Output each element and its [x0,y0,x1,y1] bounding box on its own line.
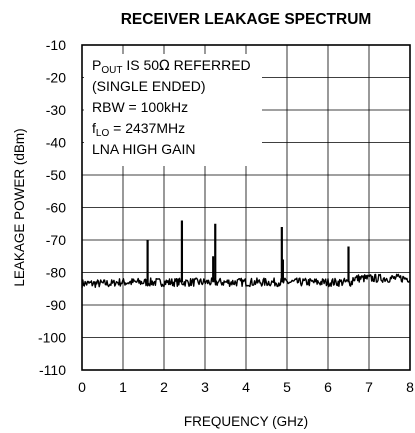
y-tick-label: -40 [46,135,66,151]
x-tick-label: 6 [324,379,332,395]
ann-flo-f: f [92,120,96,136]
y-tick-label: -80 [46,265,66,281]
spurs [146,220,350,283]
x-tick-label: 7 [365,379,373,395]
annotation-box [84,54,262,166]
annotation-line-2: (SINGLE ENDED) [92,78,206,94]
x-tick-label: 0 [78,379,86,395]
x-tick-label: 5 [283,379,291,395]
y-tick-label: -100 [38,330,66,346]
ann-pout-rest: IS 50 [122,57,159,73]
y-tick-label: -90 [46,297,66,313]
y-tick-label: -30 [46,102,66,118]
x-tick-label: 8 [406,379,414,395]
x-tick-label: 3 [201,379,209,395]
x-tick-labels: 0 1 2 3 4 5 6 7 8 [78,379,414,395]
annotation-text: POUT IS 50Ω REFERRED (SINGLE ENDED) RBW … [92,57,251,157]
ann-pout-p: P [92,57,101,73]
ann-flo-rest: = 2437MHz [109,120,185,136]
plot-border [81,44,411,371]
y-tick-labels: -10 -20 -30 -40 -50 -60 -70 -80 -90 -100 -110 [38,37,66,378]
y-tick-label: -60 [46,200,66,216]
ann-flo-sub: LO [96,128,110,139]
x-tick-label: 2 [160,379,168,395]
annotation-line-1: POUT IS 50Ω REFERRED [92,57,251,76]
ann-pout-tail: REFERRED [170,57,251,73]
annotation-line-4: fLO = 2437MHz [92,120,185,139]
annotation-line-5: LNA HIGH GAIN [92,141,195,157]
y-axis-label: LEAKAGE POWER (dBm) [12,128,27,286]
y-tick-label: -10 [46,37,66,53]
x-tick-label: 1 [119,379,127,395]
y-tick-label: -50 [46,167,66,183]
y-tick-label: -110 [39,362,66,378]
ann-omega: Ω [159,58,170,74]
y-tick-label: -20 [46,70,66,86]
annotation-line-3: RBW = 100kHz [92,99,188,115]
chart-title: RECEIVER LEAKAGE SPECTRUM [121,11,372,28]
x-axis-label: FREQUENCY (GHz) [184,414,308,429]
x-tick-label: 4 [242,379,250,395]
spectrum-trace [81,273,411,288]
y-tick-label: -70 [46,232,66,248]
ann-pout-sub: OUT [101,65,122,76]
